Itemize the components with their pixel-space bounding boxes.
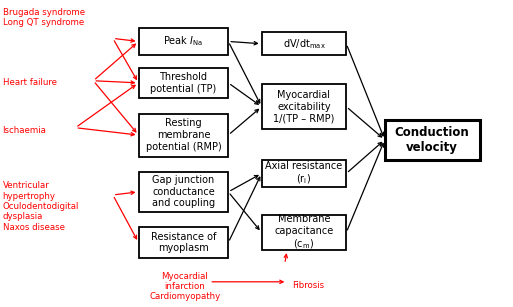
Text: Conduction
velocity: Conduction velocity bbox=[395, 126, 469, 154]
Text: Resistance of
myoplasm: Resistance of myoplasm bbox=[151, 232, 216, 253]
Text: Threshold
potential (TP): Threshold potential (TP) bbox=[150, 72, 216, 94]
Text: Brugada syndrome
Long QT syndrome: Brugada syndrome Long QT syndrome bbox=[3, 8, 85, 27]
Text: dV/dt$_{\mathrm{max}}$: dV/dt$_{\mathrm{max}}$ bbox=[283, 37, 325, 51]
FancyBboxPatch shape bbox=[262, 160, 346, 187]
Text: Axial resistance
(r$_{\mathrm{i}}$): Axial resistance (r$_{\mathrm{i}}$) bbox=[265, 161, 343, 186]
FancyBboxPatch shape bbox=[139, 28, 228, 55]
Text: Myocardial
infarction
Cardiomyopathy: Myocardial infarction Cardiomyopathy bbox=[149, 272, 220, 301]
Text: Ventricular
hypertrophy
Oculodentodigital
dysplasia
Naxos disease: Ventricular hypertrophy Oculodentodigita… bbox=[3, 181, 79, 232]
FancyBboxPatch shape bbox=[385, 120, 480, 160]
FancyBboxPatch shape bbox=[139, 114, 228, 157]
FancyBboxPatch shape bbox=[139, 172, 228, 212]
Text: Myocardial
excitability
1/(TP – RMP): Myocardial excitability 1/(TP – RMP) bbox=[273, 90, 334, 123]
Text: Heart failure: Heart failure bbox=[3, 78, 56, 87]
Text: Membrane
capacitance
(c$_{\mathrm{m}}$): Membrane capacitance (c$_{\mathrm{m}}$) bbox=[274, 214, 333, 251]
FancyBboxPatch shape bbox=[262, 32, 346, 55]
FancyBboxPatch shape bbox=[139, 68, 228, 98]
FancyBboxPatch shape bbox=[139, 227, 228, 258]
Text: Ischaemia: Ischaemia bbox=[3, 126, 47, 135]
Text: Peak $\mathit{I}_{\mathrm{Na}}$: Peak $\mathit{I}_{\mathrm{Na}}$ bbox=[163, 35, 204, 48]
FancyBboxPatch shape bbox=[262, 84, 346, 129]
Text: Fibrosis: Fibrosis bbox=[292, 281, 325, 290]
Text: Resting
membrane
potential (RMP): Resting membrane potential (RMP) bbox=[146, 119, 221, 152]
Text: Gap junction
conductance
and coupling: Gap junction conductance and coupling bbox=[152, 175, 215, 208]
FancyBboxPatch shape bbox=[262, 215, 346, 250]
